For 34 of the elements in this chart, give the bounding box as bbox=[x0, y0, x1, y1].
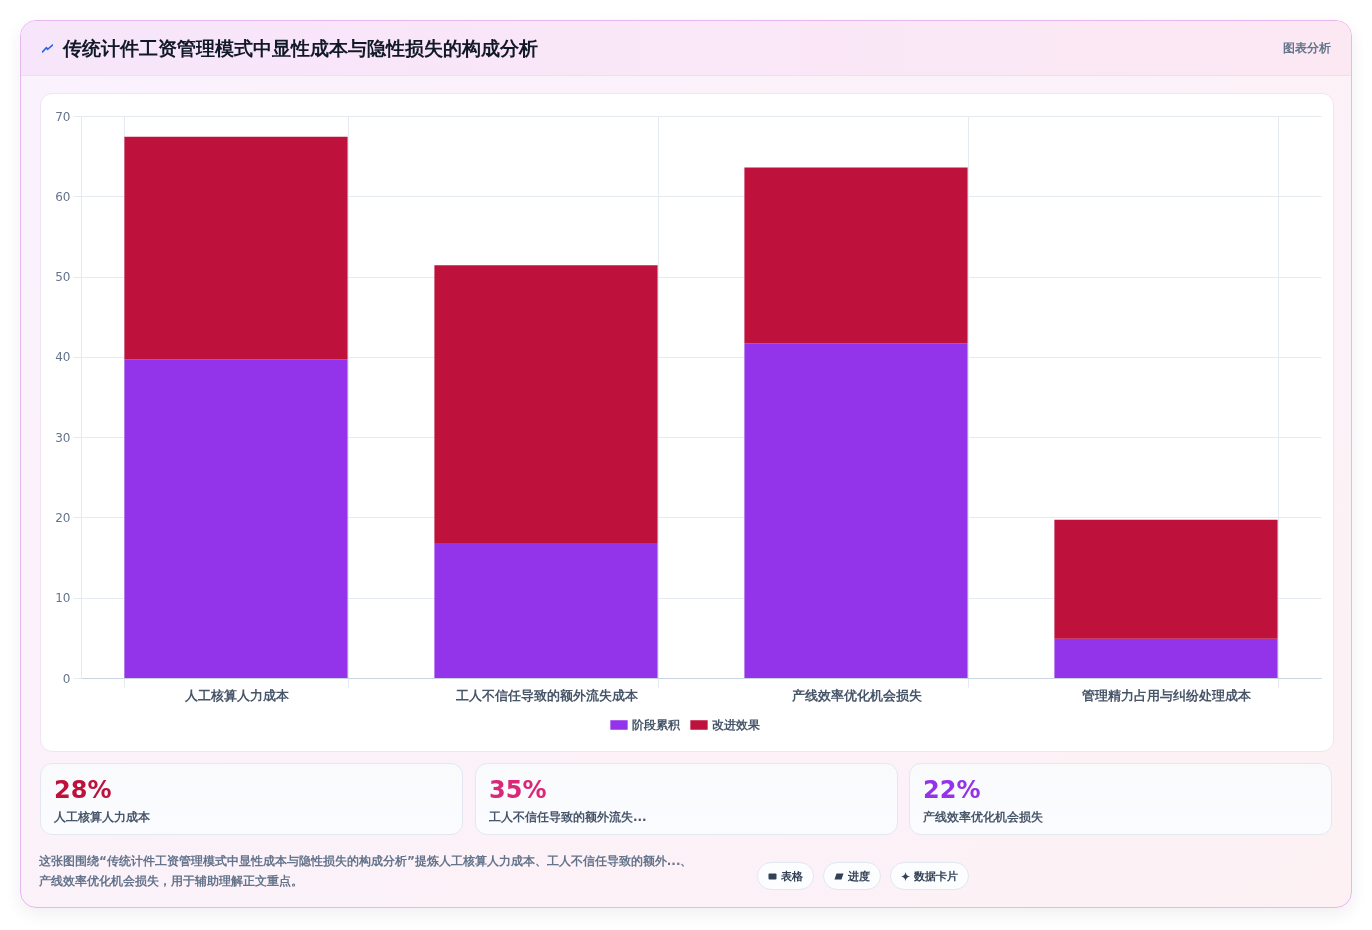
text: 表格 bbox=[781, 868, 803, 884]
bar bbox=[1054, 638, 1278, 678]
y-tick-label: 40 bbox=[55, 350, 71, 365]
text: 28% bbox=[54, 776, 112, 804]
y-tick-label: 20 bbox=[55, 510, 71, 525]
text: 进度 bbox=[848, 868, 870, 884]
text: 图表分析 bbox=[1283, 40, 1331, 57]
bar bbox=[434, 543, 658, 678]
bar bbox=[744, 343, 968, 678]
text: 产线效率优化机会损失 bbox=[923, 809, 1043, 826]
legend-label: 阶段累积 bbox=[632, 718, 681, 732]
y-tick-label: 50 bbox=[55, 270, 71, 285]
y-tick-label: 10 bbox=[55, 591, 71, 606]
x-tick-label: 管理精力占用与纠纷处理成本 bbox=[1081, 687, 1252, 703]
text: 35% bbox=[489, 776, 547, 804]
x-tick-label: 产线效率优化机会损失 bbox=[790, 687, 923, 703]
y-tick-label: 70 bbox=[55, 109, 71, 124]
bar bbox=[1054, 519, 1278, 639]
chart-title: 传统计件工资管理模式中显性成本与隐性损失的构成分析 bbox=[63, 36, 538, 61]
y-tick-label: 30 bbox=[55, 430, 71, 445]
text: 22% bbox=[923, 776, 981, 804]
bar bbox=[434, 265, 658, 544]
y-tick-label: 0 bbox=[62, 671, 71, 686]
x-tick-label: 人工核算人力成本 bbox=[183, 687, 290, 703]
y-tick-label: 60 bbox=[55, 189, 71, 204]
text: 人工核算人力成本 bbox=[54, 809, 150, 826]
text: 工人不信任导致的额外流失... bbox=[489, 809, 647, 826]
text: 这张图围绕“传统计件工资管理模式中显性成本与隐性损失的构成分析”提炼人工核算人力成本、工人不信任导致的额外...、产线效率优化机会损失，用于辅助理解正文重点。 bbox=[39, 853, 694, 890]
text: 数据卡片 bbox=[914, 868, 958, 884]
legend-label: 改进效果 bbox=[712, 718, 761, 732]
bar bbox=[124, 359, 348, 678]
x-tick-label: 工人不信任导致的额外流失成本 bbox=[454, 687, 639, 703]
bar bbox=[744, 167, 968, 344]
bar bbox=[124, 136, 348, 360]
